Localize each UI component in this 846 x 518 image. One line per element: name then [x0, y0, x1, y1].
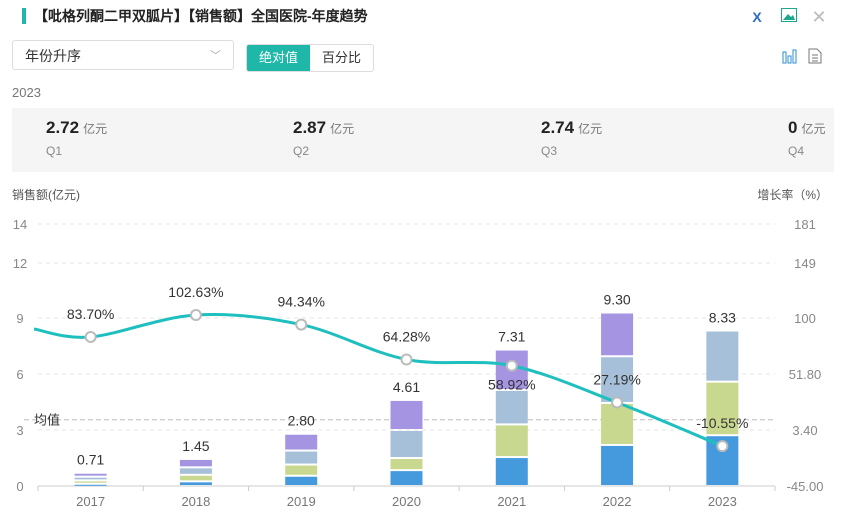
- quarter-q3: 2.74 亿元 Q3: [541, 118, 603, 158]
- bar-segment-q1: [74, 484, 107, 486]
- bar-segment-q1: [601, 445, 634, 485]
- bar-segment-q4: [74, 473, 107, 476]
- bar-segment-q3: [74, 477, 107, 480]
- growth-label: 94.34%: [277, 294, 324, 310]
- growth-line: [33, 313, 723, 448]
- quarter-q4: 0 亿元 Q4: [788, 118, 826, 158]
- growth-point: [84, 330, 97, 343]
- document-icon[interactable]: [808, 48, 822, 69]
- bar-total-label: 1.45: [182, 438, 209, 454]
- bar-total-label: 2.80: [288, 413, 315, 429]
- x-tick-label: 2022: [603, 494, 632, 509]
- quarter-q2: 2.87 亿元 Q2: [293, 118, 355, 158]
- y2-tick-label: 100: [794, 311, 816, 326]
- growth-point: [611, 396, 624, 409]
- y-tick-label: 9: [16, 311, 23, 326]
- page-title: 【吡格列酮二甲双胍片】【销售额】全国医院-年度趋势: [22, 8, 368, 24]
- growth-point: [505, 359, 518, 372]
- growth-point: [400, 353, 413, 366]
- bar-segment-q2: [601, 403, 634, 444]
- bar-segment-q1: [495, 458, 528, 485]
- abs-button[interactable]: 绝对值: [247, 45, 311, 71]
- bar-segment-q2: [706, 382, 739, 435]
- y2-tick-label: 149: [794, 256, 816, 271]
- bar-segment-q1: [285, 476, 318, 485]
- bar-total-label: 9.30: [603, 292, 630, 308]
- close-icon[interactable]: ✕: [811, 7, 827, 27]
- quarter-q1: 2.72 亿元 Q1: [46, 118, 108, 158]
- bar-segment-q4: [390, 400, 423, 429]
- x-tick-label: 2023: [708, 494, 737, 509]
- x-tick-label: 2019: [287, 494, 316, 509]
- summary-year: 2023: [12, 85, 41, 100]
- quarter-summary: 2.72 亿元 Q1 2.87 亿元 Q2 2.74 亿元 Q3 0 亿元 Q4: [12, 108, 834, 172]
- x-tick-label: 2020: [392, 494, 421, 509]
- y2-axis-label: 增长率（%）: [757, 188, 828, 202]
- x-tick-label: 2018: [181, 494, 210, 509]
- growth-label: 27.19%: [593, 371, 640, 387]
- chevron-down-icon: ﹀: [210, 50, 221, 62]
- bar-segment-q3: [706, 331, 739, 381]
- x-tick-label: 2021: [497, 494, 526, 509]
- y-axis-label: 销售额(亿元): [12, 188, 80, 202]
- growth-label: 58.92%: [488, 377, 535, 393]
- bar-segment-q3: [285, 451, 318, 464]
- bar-total-label: 0.71: [77, 452, 104, 468]
- x-tick-label: 2017: [76, 494, 105, 509]
- mode-toggle: 绝对值 百分比: [246, 44, 375, 72]
- growth-point: [295, 318, 308, 331]
- bar-segment-q1: [390, 471, 423, 485]
- y-tick-label: 14: [13, 217, 27, 232]
- y2-tick-label: 181: [794, 217, 816, 232]
- bar-segment-q4: [601, 313, 634, 356]
- y2-tick-label: -45.00: [787, 479, 824, 494]
- sort-select-value: 年份升序: [25, 48, 81, 64]
- bar-chart-icon[interactable]: [782, 48, 798, 69]
- bar-segment-q3: [601, 357, 634, 402]
- bar-segment-q1: [179, 482, 212, 485]
- y-tick-label: 6: [16, 367, 23, 382]
- bar-segment-q4: [285, 434, 318, 450]
- bar-total-label: 8.33: [709, 310, 736, 326]
- growth-label: 64.28%: [383, 329, 430, 345]
- bar-total-label: 4.61: [393, 379, 420, 395]
- bar-segment-q3: [179, 468, 212, 474]
- average-label: 均值: [34, 413, 60, 428]
- bar-segment-q2: [74, 481, 107, 483]
- y2-tick-label: 51.80: [789, 367, 822, 382]
- bar-segment-q2: [179, 475, 212, 481]
- growth-point: [716, 440, 729, 453]
- pct-button[interactable]: 百分比: [322, 50, 362, 65]
- bar-segment-q3: [390, 431, 423, 457]
- y-tick-label: 0: [16, 479, 23, 494]
- bar-total-label: 7.31: [498, 329, 525, 345]
- bar-segment-q2: [285, 465, 318, 475]
- sort-select[interactable]: 年份升序 ﹀: [12, 40, 234, 70]
- y-tick-label: 12: [13, 256, 27, 271]
- bar-segment-q2: [495, 425, 528, 457]
- bar-segment-q4: [179, 459, 212, 467]
- excel-export-icon[interactable]: X: [752, 9, 762, 25]
- y2-tick-label: 3.40: [792, 423, 817, 438]
- bar-segment-q2: [390, 459, 423, 470]
- growth-label: 102.63%: [168, 284, 223, 300]
- bar-segment-q3: [495, 390, 528, 424]
- growth-label: -10.55%: [696, 415, 748, 431]
- growth-label: 83.70%: [67, 306, 114, 322]
- growth-point: [189, 309, 202, 322]
- y-tick-label: 3: [16, 423, 23, 438]
- image-export-icon[interactable]: [780, 8, 798, 26]
